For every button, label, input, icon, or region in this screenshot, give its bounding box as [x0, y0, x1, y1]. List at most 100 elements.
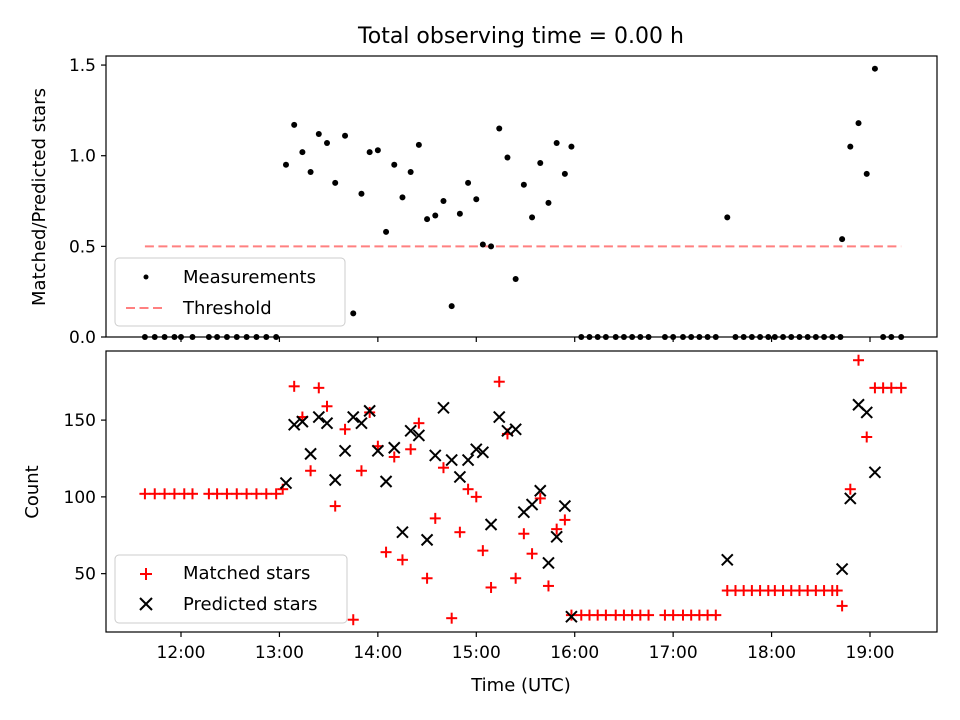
matched-star-point	[364, 406, 376, 418]
predicted-star-point	[379, 475, 393, 488]
measurement-point	[151, 334, 158, 340]
predicted-star-point	[493, 410, 506, 424]
measurement-point	[315, 130, 322, 137]
ratio-y-tick-label: 1.0	[69, 147, 96, 167]
count-legend: Matched stars Predicted stars	[114, 554, 348, 624]
predicted-star-point	[412, 429, 426, 442]
measurement-point	[243, 334, 250, 340]
predicted-star-point	[404, 424, 417, 438]
predicted-star-point	[721, 553, 734, 567]
measurement-point	[307, 169, 314, 176]
matched-star-point	[260, 488, 272, 500]
matched-star-point	[446, 612, 458, 624]
matched-star-point	[380, 546, 392, 558]
predicted-star-point	[338, 444, 352, 458]
measurement-point	[282, 161, 289, 168]
measurement-point	[839, 236, 846, 243]
matched-star-point	[518, 528, 530, 540]
predicted-star-point	[312, 410, 326, 424]
ratio-y-tick-label: 0.5	[69, 237, 96, 257]
measurement-point	[520, 181, 527, 188]
predicted-star-point	[371, 444, 385, 458]
measurement-point	[233, 334, 240, 340]
measurement-point	[568, 143, 575, 150]
measurement-point	[479, 241, 486, 248]
legend-marker-matched	[140, 568, 152, 580]
measurement-point	[620, 334, 627, 340]
matched-star-point	[211, 488, 223, 500]
matched-star-point	[454, 526, 466, 538]
matched-star-point	[355, 465, 367, 477]
predicted-star-point	[363, 404, 376, 418]
legend-label-matched: Matched stars	[183, 563, 310, 584]
matched-star-point	[493, 376, 505, 388]
measurement-point	[645, 334, 652, 340]
measurement-point	[553, 140, 560, 147]
matched-star-point	[831, 585, 843, 597]
measurement-point	[214, 334, 221, 340]
x-axis-label: Time (UTC)	[470, 675, 571, 696]
count-legend-box	[114, 554, 348, 624]
measurement-point	[342, 132, 349, 139]
matched-star-point	[477, 545, 489, 557]
predicted-star-point	[420, 533, 434, 547]
predicted-star-point	[844, 492, 857, 505]
matched-star-point	[844, 483, 856, 495]
predicted-star-point	[429, 449, 442, 462]
x-tick-label: 17:00	[649, 643, 698, 663]
measurement-point	[473, 196, 480, 203]
matched-star-point	[526, 548, 538, 560]
measurement-point	[612, 334, 619, 340]
measurement-point	[788, 334, 795, 340]
measurement-point	[757, 334, 764, 340]
measurement-point	[829, 334, 836, 340]
measurement-point	[504, 154, 511, 161]
measurement-point	[448, 303, 455, 310]
predicted-star-point	[860, 406, 873, 419]
measurement-point	[141, 334, 148, 340]
measurement-point	[432, 212, 439, 219]
measurement-point	[324, 140, 331, 147]
x-tick-label: 15:00	[452, 643, 501, 663]
ratio-y-tick-label: 1.5	[69, 56, 96, 76]
matched-star-point	[885, 382, 897, 394]
predicted-star-point	[296, 415, 309, 428]
x-tick-label: 14:00	[353, 643, 402, 663]
predicted-star-point	[347, 410, 360, 424]
predicted-star-point	[388, 441, 401, 454]
matched-star-point	[339, 423, 351, 435]
measurement-point	[440, 198, 447, 205]
legend-label-threshold: Threshold	[182, 298, 272, 319]
matched-star-point	[643, 609, 655, 621]
measurement-point	[161, 334, 168, 340]
measurement-point	[407, 169, 414, 176]
predicted-star-point	[396, 525, 409, 539]
measurement-point	[586, 334, 593, 340]
matched-star-point	[462, 483, 474, 495]
predicted-star-point	[509, 423, 522, 436]
ratio-y-axis-label: Matched/Predicted stars	[29, 88, 50, 306]
matched-star-point	[396, 554, 408, 566]
predicted-star-point	[565, 610, 578, 623]
measurement-point	[488, 243, 495, 250]
measurement-point	[529, 214, 536, 221]
predicted-star-point	[461, 453, 475, 467]
matched-star-point	[413, 417, 425, 429]
predicted-star-point	[525, 498, 539, 511]
matched-star-point	[139, 488, 151, 500]
matched-star-point	[313, 382, 325, 394]
measurement-point	[205, 334, 212, 340]
matched-star-point	[510, 572, 522, 584]
measurement-point	[888, 334, 895, 340]
measurement-point	[796, 334, 803, 340]
matched-star-point	[861, 431, 873, 443]
ratio-y-tick-label: 0.0	[69, 328, 96, 348]
measurement-point	[189, 334, 196, 340]
predicted-star-points	[279, 398, 882, 623]
measurement-point	[898, 334, 905, 340]
count-x-ticks: 12:00 13:00 14:00 15:00 16:00 17:00 18:00 19:00	[157, 632, 895, 663]
measurement-point	[415, 141, 422, 148]
matched-star-point	[429, 512, 441, 524]
measurement-point	[253, 334, 260, 340]
